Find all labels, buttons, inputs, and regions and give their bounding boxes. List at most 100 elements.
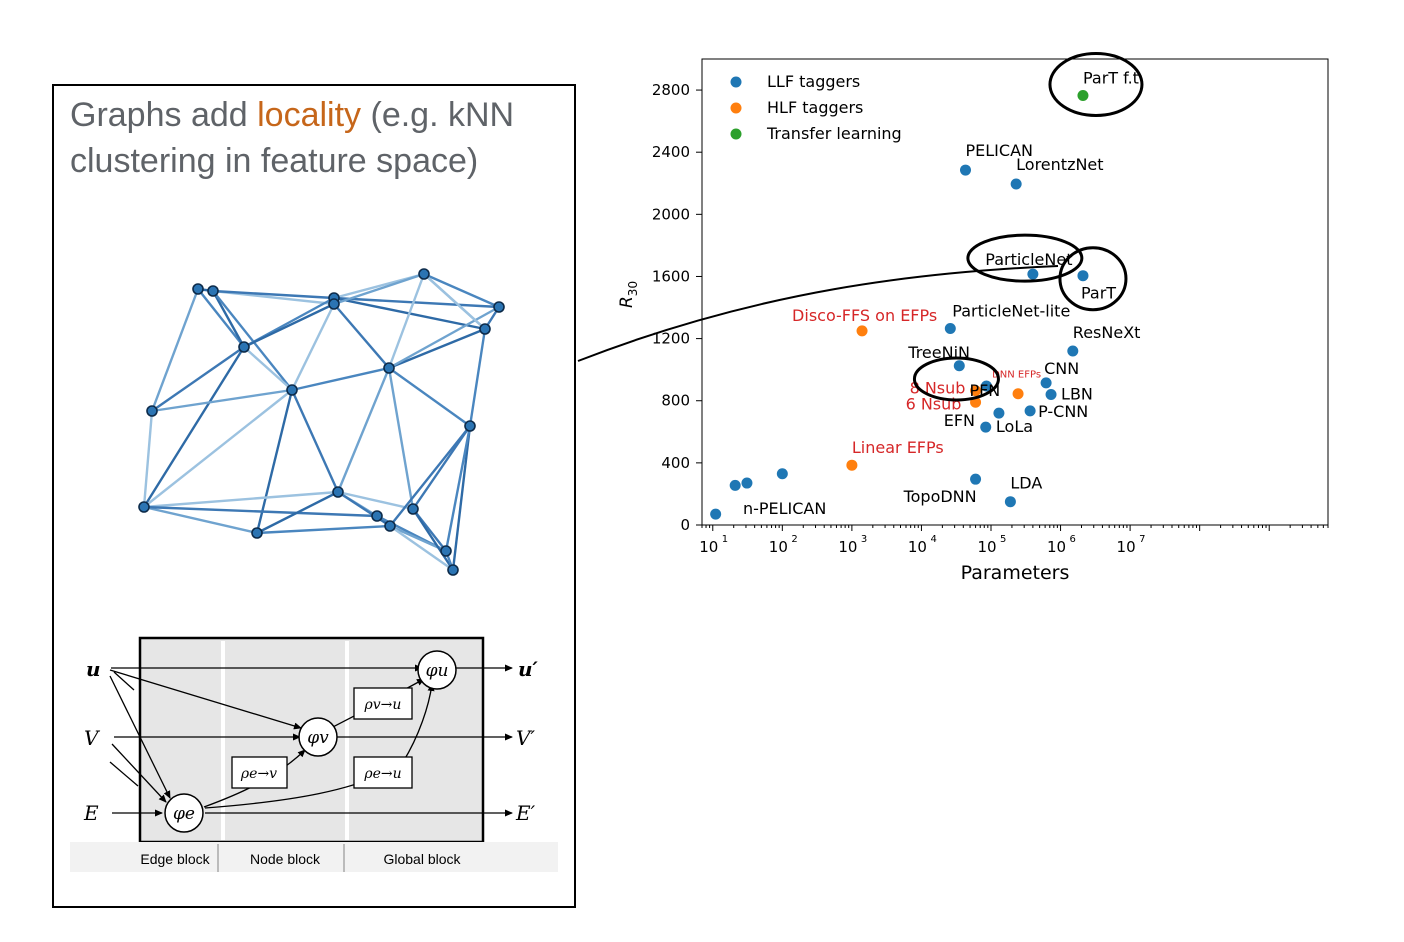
graph-edge	[243, 302, 335, 349]
x-tick-exponent: 1	[722, 534, 728, 545]
graph-node	[464, 420, 476, 432]
graph-network-block-diagram: φe φv φu ρe→v ρv→u ρe→u u V E u′ V′ E′ E…	[70, 636, 558, 872]
plot-area	[701, 58, 1329, 526]
data-point	[944, 323, 956, 335]
point-annotation: TopoDNN	[903, 487, 977, 506]
rho-e-v-box	[231, 756, 288, 789]
graph-edge	[333, 296, 500, 309]
graph-node	[146, 405, 158, 417]
graph-node	[440, 545, 452, 557]
highlight-ellipse	[1058, 246, 1128, 312]
graph-edge	[255, 389, 294, 534]
title-accent: locality	[257, 96, 362, 134]
point-annotation: Disco-FFS on EFPs	[792, 306, 937, 325]
data-point	[846, 459, 858, 471]
y-tick-label: 2000	[652, 205, 690, 223]
y-tick-label: 0	[680, 516, 690, 534]
node-block-label: Node block	[250, 851, 321, 867]
graph-edge	[143, 490, 339, 509]
graph-node	[251, 527, 263, 539]
x-tick-exponent: 7	[1139, 534, 1145, 545]
point-annotation: ParT	[1081, 284, 1116, 303]
graph-edge	[291, 366, 390, 392]
highlight-ellipse	[966, 233, 1084, 283]
x-tick-label: 10	[1117, 538, 1136, 556]
x-tick-label: 10	[977, 538, 996, 556]
graph-node	[238, 341, 250, 353]
graph-edge	[444, 425, 472, 552]
point-annotation: PELICAN	[966, 141, 1033, 160]
graph-node	[286, 384, 298, 396]
point-annotation: LBN	[1061, 385, 1093, 404]
graph-edge	[143, 505, 258, 535]
graph-edge	[256, 490, 339, 535]
point-annotation: CNN	[1044, 359, 1079, 378]
output-v: V′	[516, 726, 535, 750]
data-point	[1077, 270, 1089, 282]
edge-block-label: Edge block	[140, 851, 210, 867]
data-point	[1024, 405, 1036, 417]
point-annotation: P-CNN	[1038, 402, 1088, 421]
data-point	[729, 479, 741, 491]
output-u: u′	[518, 657, 539, 681]
graph-edge	[142, 346, 246, 508]
graph-edge	[333, 303, 390, 369]
title-suffix: (e.g. kNN clustering in feature space)	[70, 96, 515, 180]
graph-edge	[143, 505, 378, 518]
x-tick-exponent: 3	[861, 534, 867, 545]
graph-edge	[151, 346, 245, 412]
x-tick-label: 10	[1047, 538, 1066, 556]
graph-edge	[389, 525, 454, 571]
input-u: u	[86, 657, 101, 681]
legend-label: HLF taggers	[767, 98, 863, 117]
x-tick-label: 10	[769, 538, 788, 556]
phi-v-label: φv	[307, 728, 329, 748]
graph-edge	[290, 389, 340, 493]
point-annotation: DNN EFPs	[992, 370, 1041, 381]
data-point	[856, 325, 868, 337]
graph-node	[384, 520, 396, 532]
graph-edge	[333, 272, 425, 306]
graph-node	[447, 564, 459, 576]
data-point	[1040, 377, 1052, 389]
legend-label: Transfer learning	[766, 124, 902, 143]
point-annotation: LoLa	[996, 417, 1033, 436]
rho-e-u-box	[353, 756, 413, 789]
input-v: V	[84, 726, 101, 750]
rho-e-v-label: ρe→v	[240, 766, 277, 782]
data-point	[960, 164, 972, 176]
y-axis-label: R30	[617, 281, 640, 308]
graph-edge	[423, 273, 486, 330]
graph-node	[138, 501, 150, 513]
data-point	[1027, 268, 1039, 280]
graph-node	[328, 298, 340, 310]
phi-u-node	[417, 650, 457, 690]
graph-edge	[388, 367, 471, 427]
graph-panel: Graphs add locality (e.g. kNN clustering…	[52, 84, 576, 908]
graph-edge	[387, 273, 426, 369]
panel-title: Graphs add locality (e.g. kNN clustering…	[70, 92, 570, 184]
point-annotation: n-PELICAN	[743, 499, 826, 518]
graph-edge	[412, 425, 471, 510]
point-annotation: ResNeXt	[1073, 323, 1141, 342]
global-block-label: Global block	[383, 851, 461, 867]
graph-edge	[387, 367, 415, 510]
graph-node	[383, 362, 395, 374]
data-point	[953, 360, 965, 372]
graph-edge	[389, 425, 471, 527]
point-annotation: LorentzNet	[1016, 155, 1103, 174]
point-annotation: EFN	[944, 411, 975, 430]
data-point	[980, 421, 992, 433]
data-point	[1067, 345, 1079, 357]
point-annotation: ParT f.t.	[1083, 69, 1144, 88]
graph-edge	[256, 524, 391, 535]
legend-marker	[730, 102, 742, 114]
graph-node	[192, 283, 204, 295]
graph-edge	[143, 389, 293, 508]
input-e: E	[83, 801, 99, 825]
y-tick-label: 2800	[652, 81, 690, 99]
graph-node	[371, 510, 383, 522]
point-annotation: ParticleNet	[985, 250, 1072, 269]
x-tick-exponent: 5	[1000, 534, 1006, 545]
rho-e-u-label: ρe→u	[363, 766, 401, 782]
